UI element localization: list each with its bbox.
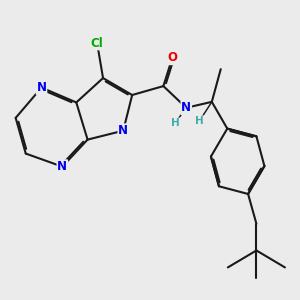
Text: N: N — [37, 81, 46, 94]
Text: O: O — [167, 51, 177, 64]
Text: N: N — [118, 124, 128, 137]
Text: H: H — [171, 118, 179, 128]
Text: N: N — [57, 160, 67, 173]
Text: H: H — [195, 116, 204, 126]
Text: N: N — [181, 101, 191, 114]
Text: Cl: Cl — [91, 37, 103, 50]
